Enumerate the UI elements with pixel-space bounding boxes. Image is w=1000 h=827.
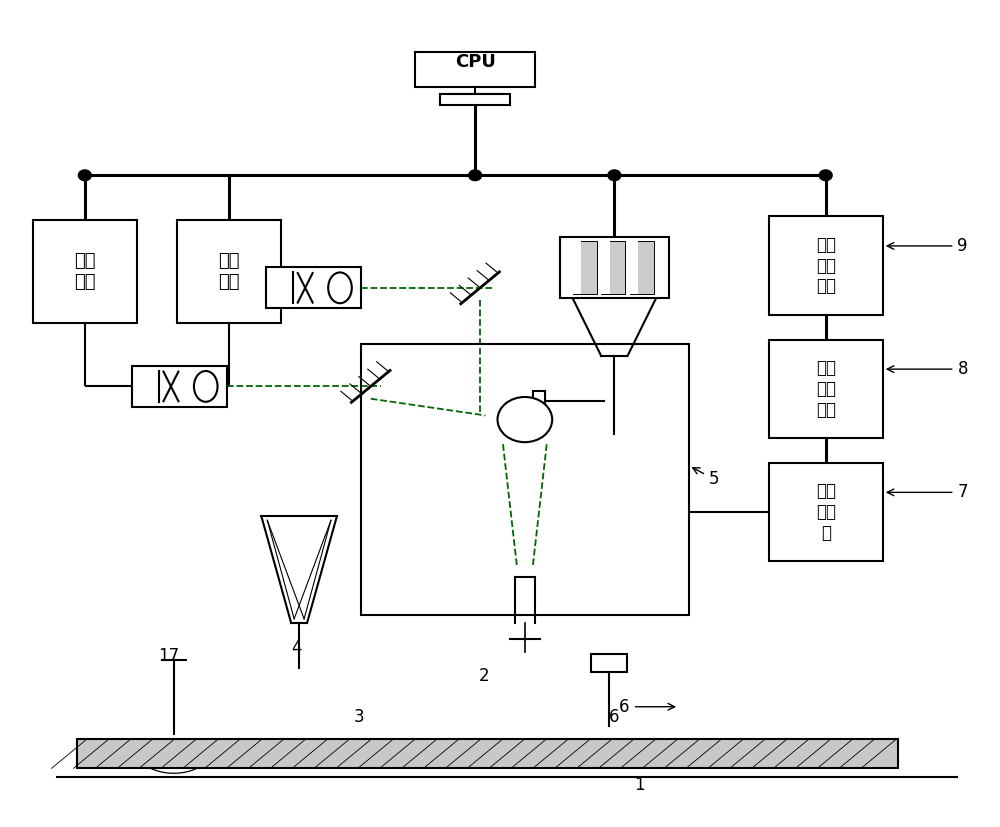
FancyBboxPatch shape <box>33 221 137 323</box>
FancyBboxPatch shape <box>601 241 610 294</box>
FancyBboxPatch shape <box>177 221 281 323</box>
Text: 9: 9 <box>887 237 968 255</box>
Text: 17: 17 <box>158 647 179 665</box>
Text: 5: 5 <box>693 468 719 488</box>
Ellipse shape <box>498 397 552 442</box>
Text: 7: 7 <box>887 483 968 501</box>
Text: 3: 3 <box>353 709 364 726</box>
Text: 检测
系统: 检测 系统 <box>74 252 96 291</box>
Text: 2: 2 <box>479 667 489 686</box>
FancyBboxPatch shape <box>440 94 510 105</box>
FancyBboxPatch shape <box>560 237 669 299</box>
Ellipse shape <box>194 371 218 402</box>
FancyBboxPatch shape <box>266 267 361 308</box>
Text: 应力
仿真
模块: 应力 仿真 模块 <box>816 359 836 418</box>
FancyBboxPatch shape <box>769 463 883 562</box>
Text: 6: 6 <box>619 698 675 715</box>
FancyBboxPatch shape <box>573 241 581 294</box>
Text: CPU: CPU <box>455 53 496 71</box>
Circle shape <box>469 170 482 180</box>
Circle shape <box>819 170 832 180</box>
FancyBboxPatch shape <box>132 366 227 407</box>
Circle shape <box>78 170 91 180</box>
FancyBboxPatch shape <box>591 654 627 672</box>
Text: 温度
控制
器: 温度 控制 器 <box>816 482 836 542</box>
Text: 6: 6 <box>609 709 620 726</box>
Circle shape <box>608 170 621 180</box>
FancyBboxPatch shape <box>630 241 638 294</box>
FancyBboxPatch shape <box>769 340 883 438</box>
Text: 8: 8 <box>887 360 968 378</box>
FancyBboxPatch shape <box>415 52 535 88</box>
FancyBboxPatch shape <box>533 391 545 411</box>
Text: 1: 1 <box>634 776 645 794</box>
Text: 激光
系统: 激光 系统 <box>218 252 240 291</box>
Text: 应力
检测
模块: 应力 检测 模块 <box>816 236 836 295</box>
Text: 4: 4 <box>291 638 301 657</box>
FancyBboxPatch shape <box>769 217 883 315</box>
FancyBboxPatch shape <box>77 739 898 768</box>
FancyBboxPatch shape <box>601 241 625 294</box>
FancyBboxPatch shape <box>573 241 597 294</box>
FancyBboxPatch shape <box>630 241 654 294</box>
Ellipse shape <box>328 272 352 304</box>
